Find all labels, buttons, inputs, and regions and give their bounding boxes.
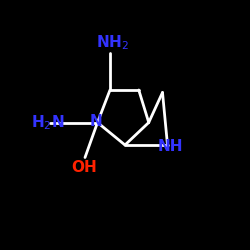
Text: OH: OH <box>71 160 96 175</box>
Text: NH$_2$: NH$_2$ <box>96 33 129 52</box>
Text: H$_2$N: H$_2$N <box>31 113 64 132</box>
Text: N: N <box>90 114 103 129</box>
Text: NH: NH <box>157 139 183 154</box>
